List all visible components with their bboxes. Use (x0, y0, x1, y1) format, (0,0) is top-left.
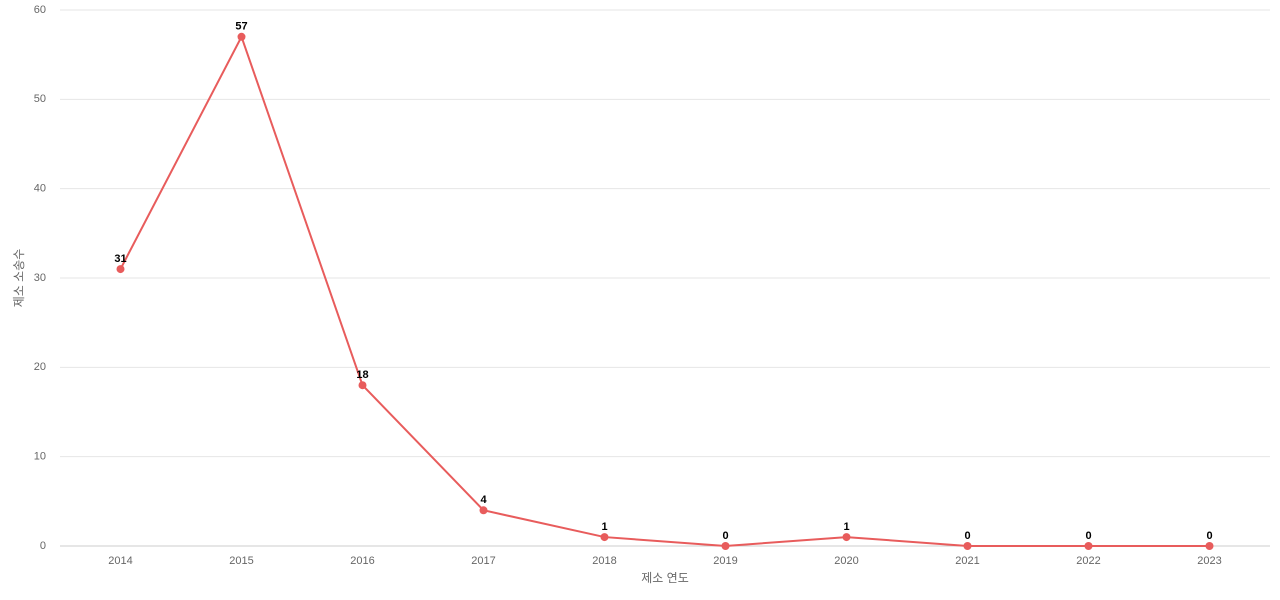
marker (842, 533, 851, 542)
x-tick-label: 2023 (1197, 555, 1221, 567)
marker (721, 542, 730, 550)
x-tick-label: 2015 (229, 555, 253, 567)
marker (116, 265, 125, 274)
marker (963, 542, 972, 550)
y-tick-label: 40 (34, 183, 46, 195)
x-tick-label: 2014 (108, 555, 132, 567)
y-tick-label: 50 (34, 93, 46, 105)
data-label: 0 (964, 530, 970, 542)
data-label: 0 (1206, 530, 1212, 542)
marker (358, 381, 367, 390)
x-tick-label: 2016 (350, 555, 374, 567)
x-tick-label: 2018 (592, 555, 616, 567)
marker (1205, 542, 1214, 550)
data-label: 1 (601, 521, 607, 533)
marker (479, 506, 488, 515)
data-label: 1 (843, 521, 849, 533)
x-tick-label: 2019 (713, 555, 737, 567)
data-label: 18 (356, 369, 368, 381)
x-tick-label: 2020 (834, 555, 858, 567)
y-tick-label: 0 (40, 540, 46, 552)
y-axis-title: 제소 소송수 (12, 249, 26, 308)
y-tick-label: 60 (34, 4, 46, 16)
y-tick-label: 30 (34, 272, 46, 284)
marker (600, 533, 609, 542)
y-tick-label: 20 (34, 361, 46, 373)
x-tick-label: 2017 (471, 555, 495, 567)
x-tick-label: 2022 (1076, 555, 1100, 567)
data-label: 57 (235, 21, 247, 33)
data-label: 0 (1085, 530, 1091, 542)
x-tick-label: 2021 (955, 555, 979, 567)
data-label: 0 (722, 530, 728, 542)
data-label: 4 (480, 494, 487, 506)
marker (1084, 542, 1093, 550)
line (119, 34, 1210, 548)
data-label: 31 (114, 253, 126, 265)
x-axis-title: 제소 연도 (641, 571, 689, 585)
marker (237, 32, 246, 41)
y-tick-label: 10 (34, 451, 46, 463)
